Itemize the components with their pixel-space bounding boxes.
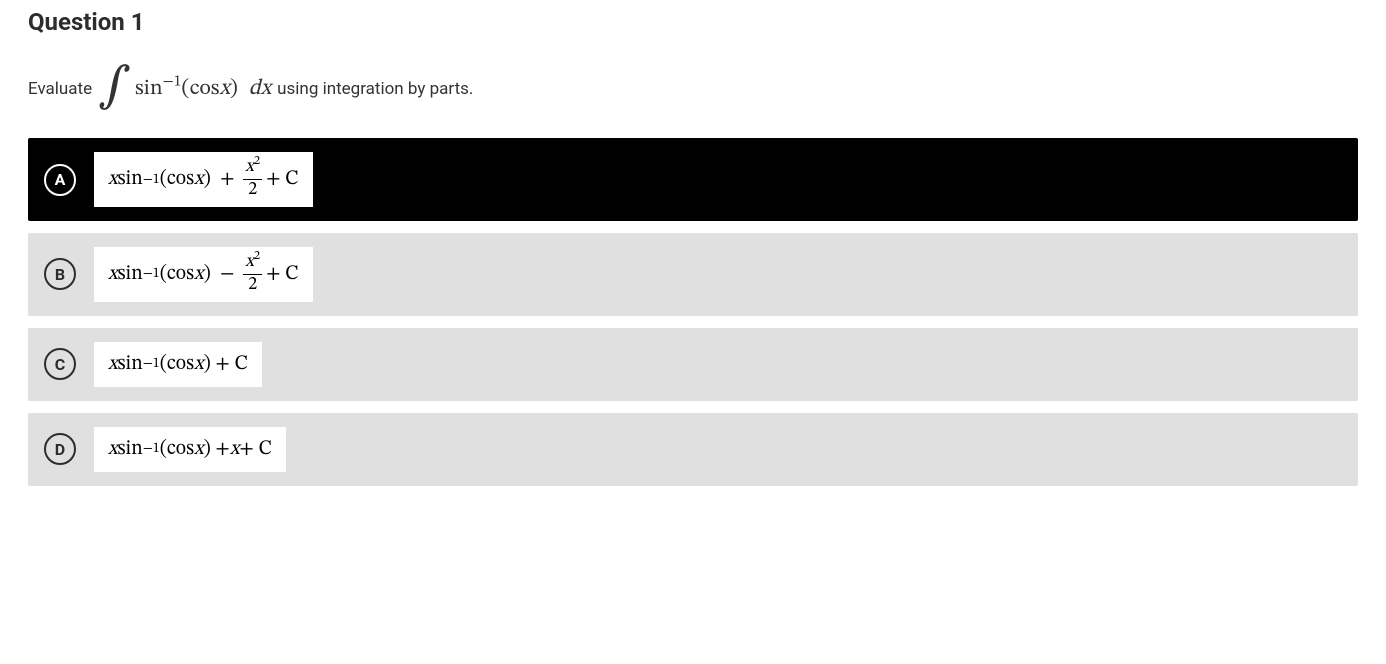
integral-expression: ∫ sin−1(cosx) dx <box>98 70 271 108</box>
option-d[interactable]: Dxsin−1(cosx) + x + C <box>28 413 1358 486</box>
prompt-suffix: using integration by parts. <box>277 79 473 99</box>
option-b[interactable]: Bxsin−1(cosx) − x22 + C <box>28 233 1358 316</box>
option-formula: xsin−1(cosx) + x + C <box>94 427 286 472</box>
integrand: sin−1(cosx) dx <box>135 75 271 103</box>
option-a[interactable]: Axsin−1(cosx) + x22 + C <box>28 138 1358 221</box>
close-paren: ) <box>230 78 238 100</box>
option-formula: xsin−1(cosx) + C <box>94 342 262 387</box>
option-letter: D <box>44 433 76 465</box>
option-formula: xsin−1(cosx) − x22 + C <box>94 247 313 302</box>
question-number: Question 1 <box>28 8 1358 36</box>
option-letter: A <box>44 164 76 196</box>
var-x: x <box>220 78 231 100</box>
func-cos: cos <box>190 78 220 100</box>
prompt-prefix: Evaluate <box>28 79 92 99</box>
options-list: Axsin−1(cosx) + x22 + C Bxsin−1(cosx) − x… <box>28 138 1358 485</box>
option-letter: C <box>44 348 76 380</box>
sup-minus1: −1 <box>163 74 182 90</box>
option-formula: xsin−1(cosx) + x22 + C <box>94 152 313 207</box>
option-c[interactable]: Cxsin−1(cosx) + C <box>28 328 1358 401</box>
func-sin: sin <box>135 78 163 100</box>
option-letter: B <box>44 258 76 290</box>
integral-icon: ∫ <box>98 68 131 106</box>
question-prompt: Evaluate ∫ sin−1(cosx) dx using integrat… <box>28 70 1358 108</box>
dx: dx <box>249 78 271 100</box>
question-page: Question 1 Evaluate ∫ sin−1(cosx) dx usi… <box>0 0 1386 514</box>
open-paren: ( <box>181 78 189 100</box>
